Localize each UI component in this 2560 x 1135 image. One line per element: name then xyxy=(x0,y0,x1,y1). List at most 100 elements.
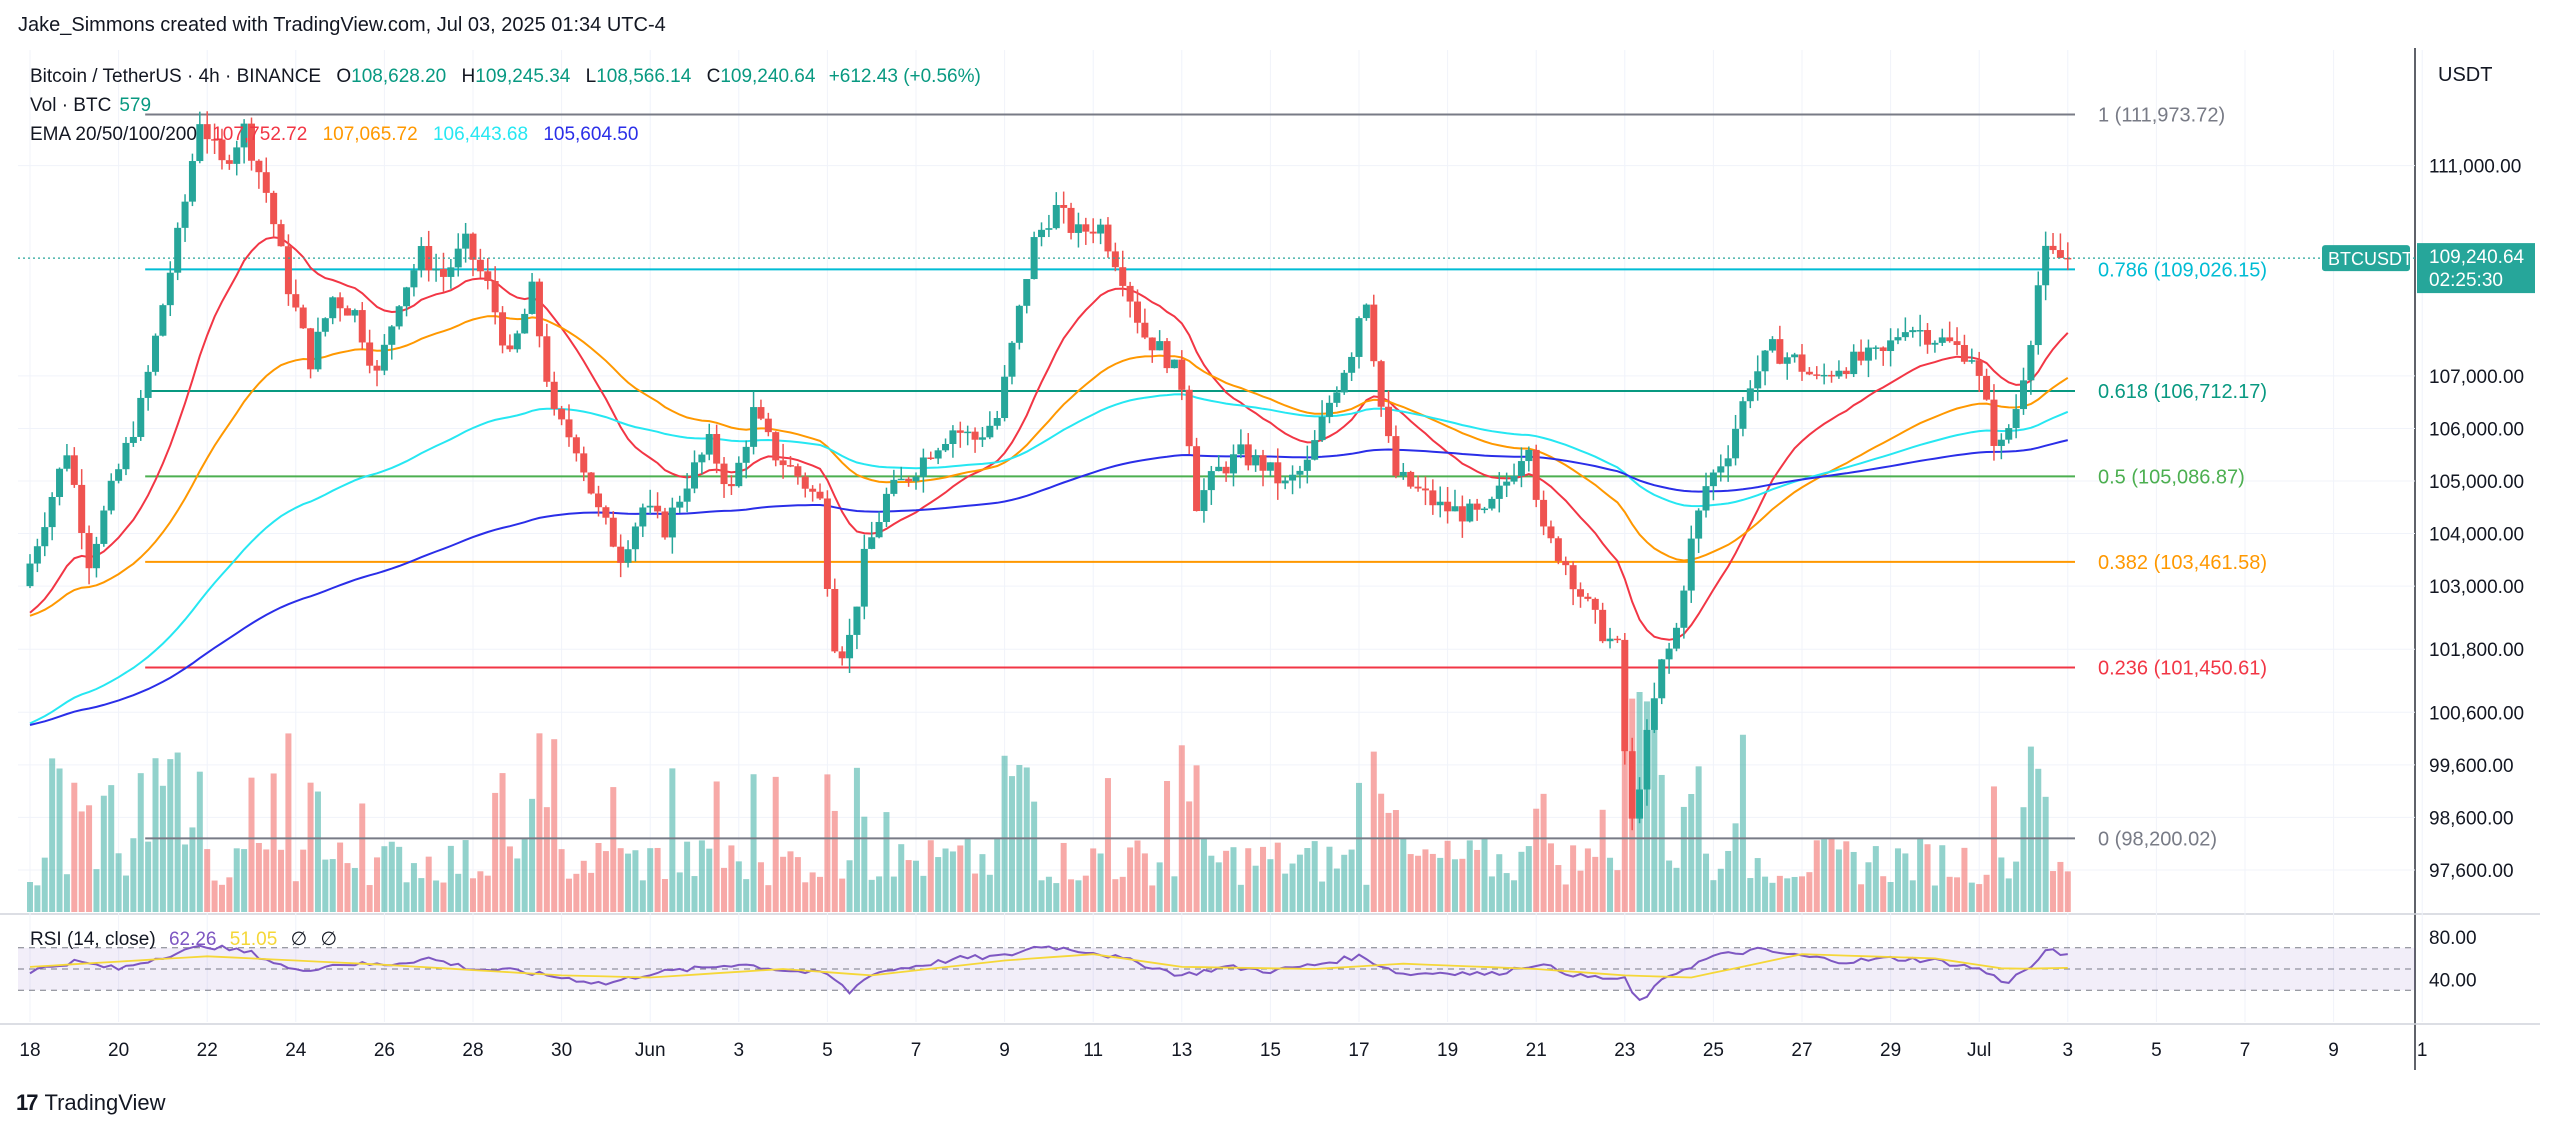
candle-body xyxy=(1894,337,1902,341)
volume-bar xyxy=(255,842,262,912)
volume-bar xyxy=(470,878,476,912)
candle-body xyxy=(218,139,226,161)
volume-bar xyxy=(514,858,521,912)
rsi-legend: RSI (14, close) 62.26 51.05 ∅ ∅ xyxy=(30,928,337,951)
volume-bar xyxy=(551,739,558,912)
currency-label[interactable]: USDT xyxy=(2438,64,2493,86)
volume-bar xyxy=(2035,768,2042,912)
candle-body xyxy=(1643,729,1651,790)
time-tick-label: 23 xyxy=(1614,1040,1635,1061)
volume-bar xyxy=(1525,846,1532,912)
rsi-label[interactable]: RSI (14, close) xyxy=(30,929,156,950)
time-tick-label: Jun xyxy=(635,1040,666,1061)
candle-body xyxy=(1768,339,1776,351)
high-label: H xyxy=(461,66,476,87)
volume-bar xyxy=(625,853,632,912)
ema200-line xyxy=(29,439,2069,726)
volume-bar xyxy=(1533,808,1540,912)
candle-body xyxy=(698,454,706,463)
volume-bar xyxy=(100,795,107,912)
candle-body xyxy=(343,308,351,316)
candle-body xyxy=(159,305,167,336)
candle-body xyxy=(890,479,898,494)
volume-bar xyxy=(1164,780,1171,912)
legend-symbol[interactable]: Bitcoin / TetherUS · 4h · BINANCE xyxy=(30,66,322,87)
fib-level-label: 0.382 (103,461.58) xyxy=(2098,552,2267,574)
candle-body xyxy=(1879,347,1887,352)
volume-bar xyxy=(1038,880,1045,912)
volume-bar xyxy=(691,876,698,912)
volume-bar xyxy=(211,880,218,912)
volume-bar xyxy=(145,841,152,912)
candle-body xyxy=(33,546,41,564)
last-price-tag-bg xyxy=(2417,243,2535,294)
volume-bar xyxy=(499,773,506,912)
volume-bar xyxy=(34,885,41,912)
volume-bar xyxy=(757,862,764,912)
footer-brand[interactable]: 17 TradingView xyxy=(16,1090,166,1116)
price-tick-label: 97,600.00 xyxy=(2429,861,2514,882)
candle-body xyxy=(1569,565,1577,590)
volume-bar xyxy=(1466,840,1473,912)
candle-body xyxy=(1739,401,1747,429)
candle-body xyxy=(1953,341,1961,346)
candle-body xyxy=(1909,330,1917,333)
candle-body xyxy=(1134,301,1141,323)
time-tick-label: 9 xyxy=(2328,1040,2339,1061)
candle-body xyxy=(1968,360,1976,362)
ema-label[interactable]: EMA 20/50/100/200 xyxy=(30,124,197,145)
volume-bar xyxy=(1068,879,1075,912)
volume-bar xyxy=(1031,801,1038,912)
volume-bar xyxy=(647,848,654,912)
candle-body xyxy=(1481,508,1489,511)
volume-bar xyxy=(1894,848,1901,912)
candle-body xyxy=(646,505,654,508)
volume-bar xyxy=(137,773,144,912)
candle-body xyxy=(1444,501,1452,512)
volume-bar xyxy=(403,882,410,912)
candle-body xyxy=(1311,440,1319,460)
volume-bar xyxy=(957,845,964,912)
volume-bar xyxy=(536,733,543,912)
volume-bar xyxy=(1208,855,1215,912)
volume-bar xyxy=(1296,854,1303,912)
time-tick-label: 5 xyxy=(2151,1040,2162,1061)
volume-bar xyxy=(1060,842,1067,912)
candle-body xyxy=(188,161,196,202)
candle-body xyxy=(1023,279,1031,306)
candle-body xyxy=(1348,356,1356,373)
volume-bar xyxy=(410,863,417,912)
volume-bar xyxy=(300,849,307,912)
time-tick-label: 20 xyxy=(108,1040,129,1061)
legend-ema-row: EMA 20/50/100/200 107,752.72 107,065.72 … xyxy=(30,120,981,149)
candle-body xyxy=(587,472,595,494)
candle-body xyxy=(1783,357,1791,364)
candle-body xyxy=(1591,598,1599,610)
volume-bar xyxy=(898,844,905,912)
change-value: +612.43 (+0.56%) xyxy=(828,66,981,87)
candle-body xyxy=(897,478,905,481)
candle-body xyxy=(41,527,49,547)
candle-body xyxy=(1562,561,1570,566)
candle-body xyxy=(1325,402,1333,417)
candle-body xyxy=(2042,245,2050,286)
time-tick-label: 15 xyxy=(1260,1040,1281,1061)
volume-bar xyxy=(1223,850,1230,912)
candle-body xyxy=(1540,499,1548,527)
volume-bar xyxy=(1540,793,1547,912)
volume-label[interactable]: Vol · BTC xyxy=(30,95,112,116)
volume-bar xyxy=(1363,884,1370,912)
candle-body xyxy=(1746,388,1754,402)
price-tick-label: 107,000.00 xyxy=(2429,367,2524,388)
volume-bar xyxy=(226,877,233,912)
volume-bar xyxy=(462,840,469,912)
volume-bar xyxy=(1230,847,1237,912)
candle-body xyxy=(152,335,160,372)
volume-bar xyxy=(1673,867,1680,912)
candle-body xyxy=(676,501,684,508)
candle-body xyxy=(1828,374,1836,377)
candle-body xyxy=(1547,526,1555,539)
volume-bar xyxy=(1769,882,1776,912)
volume-bar xyxy=(721,867,728,912)
